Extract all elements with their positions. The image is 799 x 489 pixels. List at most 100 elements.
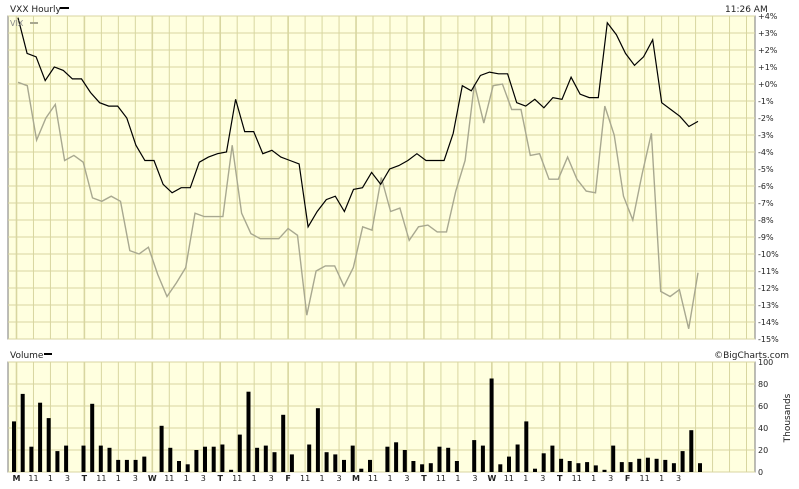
volume-tick-label: 60 <box>758 402 768 411</box>
x-tick-label: W <box>148 474 157 483</box>
x-tick-label: M <box>352 474 360 483</box>
volume-bar <box>272 452 277 472</box>
volume-tick-label: 40 <box>758 424 768 433</box>
volume-bar <box>342 459 346 472</box>
x-tick-label: 11 <box>232 474 242 483</box>
volume-bar <box>359 468 364 472</box>
volume-bar <box>20 393 25 472</box>
series-label: VXX Hourly <box>10 5 62 15</box>
volume-bar <box>142 456 147 472</box>
volume-bar <box>472 440 477 472</box>
volume-bar <box>350 445 355 472</box>
volume-tick-label: 0 <box>758 468 763 477</box>
volume-panel <box>7 361 756 473</box>
x-tick-label: 3 <box>676 474 681 483</box>
x-tick-label: 1 <box>387 474 392 483</box>
price-tick-label: -12% <box>758 284 779 293</box>
volume-bar <box>637 458 642 472</box>
price-tick-label: -2% <box>758 114 774 123</box>
x-tick-label: 1 <box>591 474 596 483</box>
volume-bar <box>107 447 112 472</box>
price-tick-label: -11% <box>758 267 779 276</box>
volume-bar <box>480 445 485 472</box>
volume-bar <box>628 462 633 472</box>
volume-bar <box>38 402 43 472</box>
x-tick-label: 11 <box>572 474 582 483</box>
volume-bar <box>194 450 199 472</box>
volume-bar <box>124 459 129 472</box>
x-tick-label: 11 <box>28 474 38 483</box>
x-tick-label: 11 <box>504 474 514 483</box>
volume-bar <box>229 469 234 472</box>
volume-tick-label: 100 <box>758 358 773 367</box>
volume-tick-label: 80 <box>758 380 768 389</box>
x-tick-label: 11 <box>164 474 174 483</box>
brand-label: ©BigCharts.com <box>714 351 789 361</box>
volume-bar <box>12 421 16 472</box>
volume-bar <box>116 459 121 472</box>
price-tick-label: +3% <box>758 29 778 38</box>
volume-bar <box>689 430 694 472</box>
volume-bar <box>307 444 312 472</box>
price-tick-label: -1% <box>758 97 774 106</box>
volume-bar <box>90 403 95 472</box>
volume-bar <box>315 408 320 472</box>
x-tick-label: 1 <box>320 474 325 483</box>
price-tick-label: +4% <box>758 12 778 21</box>
x-tick-label: 11 <box>300 474 310 483</box>
secondary-label: VIX <box>10 19 24 28</box>
volume-bar <box>663 459 668 472</box>
vxx-line <box>17 17 699 229</box>
volume-bar <box>29 446 34 472</box>
x-tick-label: 1 <box>659 474 664 483</box>
x-tick-label: 1 <box>455 474 460 483</box>
volume-bar <box>507 456 511 472</box>
x-tick-label: 1 <box>48 474 53 483</box>
volume-bar <box>237 434 242 472</box>
volume-label: Volume <box>10 351 44 361</box>
price-tick-label: -7% <box>758 199 774 208</box>
x-tick-label: T <box>557 474 563 483</box>
volume-bar <box>211 446 216 472</box>
x-tick-label: W <box>487 474 496 483</box>
x-tick-label: 1 <box>116 474 121 483</box>
volume-axis-title: Thousands <box>783 393 793 443</box>
volume-bar <box>437 446 442 472</box>
x-tick-label: 3 <box>269 474 274 483</box>
volume-bar <box>411 461 416 472</box>
x-tick-label: T <box>217 474 223 483</box>
volume-bar <box>385 446 390 472</box>
volume-bar <box>680 451 685 472</box>
volume-bar <box>446 447 451 472</box>
price-tick-label: +1% <box>758 63 778 72</box>
volume-bar <box>489 378 494 472</box>
volume-bar <box>281 414 286 472</box>
volume-bar <box>368 459 372 472</box>
x-tick-label: T <box>421 474 427 483</box>
volume-bar <box>585 462 590 472</box>
price-tick-label: -3% <box>758 131 774 140</box>
x-tick-label: F <box>625 474 630 483</box>
x-tick-label: 1 <box>523 474 528 483</box>
x-tick-label: 3 <box>133 474 138 483</box>
volume-bar <box>324 452 329 472</box>
volume-bar <box>133 459 138 472</box>
volume-bar <box>698 463 702 472</box>
volume-bar <box>645 457 650 472</box>
price-tick-label: -6% <box>758 182 774 191</box>
price-tick-label: +2% <box>758 46 778 55</box>
volume-bar <box>64 445 69 472</box>
volume-bar <box>611 445 616 472</box>
price-y-axis: +4% +3% +2% +1% +0% -1% -2% -3% -4% -5% -6% -7% -8% -… <box>758 12 779 344</box>
volume-bar <box>559 458 564 472</box>
volume-bar <box>98 445 103 472</box>
x-tick-label: T <box>82 474 88 483</box>
time-label: 11:26 AM <box>725 5 768 15</box>
x-tick-label: 3 <box>540 474 545 483</box>
volume-bar <box>220 444 225 472</box>
volume-bar <box>402 450 407 472</box>
volume-bar <box>394 442 399 472</box>
price-tick-label: -15% <box>758 335 779 344</box>
x-tick-label: 11 <box>96 474 106 483</box>
